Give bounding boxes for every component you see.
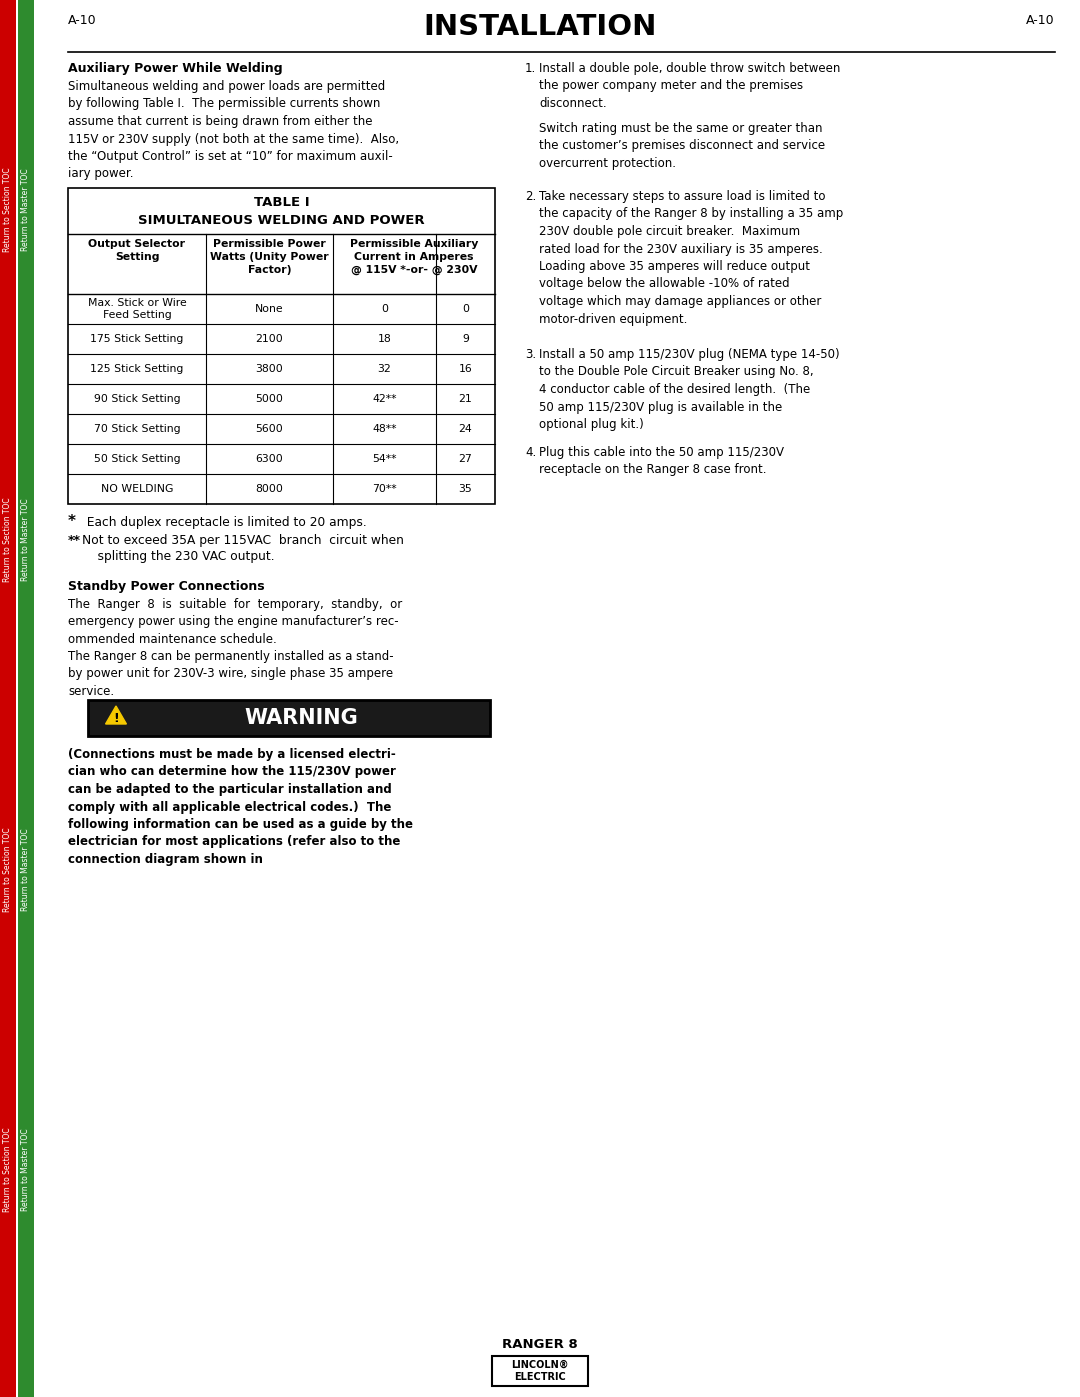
Text: Take necessary steps to assure load is limited to
the capacity of the Ranger 8 b: Take necessary steps to assure load is l… xyxy=(539,190,843,326)
Bar xyxy=(492,1356,588,1386)
Text: 16: 16 xyxy=(459,365,472,374)
Text: SIMULTANEOUS WELDING AND POWER: SIMULTANEOUS WELDING AND POWER xyxy=(138,214,424,226)
Text: 3800: 3800 xyxy=(256,365,283,374)
Text: 4.: 4. xyxy=(525,446,537,460)
Text: 70 Stick Setting: 70 Stick Setting xyxy=(94,425,180,434)
Text: 21: 21 xyxy=(459,394,472,404)
Text: 18: 18 xyxy=(378,334,391,344)
Text: None: None xyxy=(255,305,284,314)
Text: splitting the 230 VAC output.: splitting the 230 VAC output. xyxy=(82,550,274,563)
Text: 5000: 5000 xyxy=(256,394,283,404)
Text: Not to exceed 35A per 115VAC  branch  circuit when: Not to exceed 35A per 115VAC branch circ… xyxy=(82,534,404,548)
Text: (Connections must be made by a licensed electri-
cian who can determine how the : (Connections must be made by a licensed … xyxy=(68,747,413,866)
Text: Return to Master TOC: Return to Master TOC xyxy=(22,828,30,911)
Text: Standby Power Connections: Standby Power Connections xyxy=(68,580,265,592)
Text: Max. Stick or Wire
Feed Setting: Max. Stick or Wire Feed Setting xyxy=(87,298,187,320)
Text: Permissible Auxiliary
Current in Amperes
@ 115V *-or- @ 230V: Permissible Auxiliary Current in Amperes… xyxy=(350,239,478,275)
Text: Install a 50 amp 115/230V plug (NEMA type 14-50)
to the Double Pole Circuit Brea: Install a 50 amp 115/230V plug (NEMA typ… xyxy=(539,348,839,432)
Text: Return to Section TOC: Return to Section TOC xyxy=(3,168,13,253)
Text: 35: 35 xyxy=(459,483,472,495)
Text: 2.: 2. xyxy=(525,190,537,203)
Polygon shape xyxy=(106,705,126,724)
Text: 32: 32 xyxy=(378,365,391,374)
Text: 6300: 6300 xyxy=(256,454,283,464)
Text: Return to Master TOC: Return to Master TOC xyxy=(22,169,30,251)
Text: 27: 27 xyxy=(459,454,472,464)
Text: Output Selector
Setting: Output Selector Setting xyxy=(89,239,186,261)
Text: A-10: A-10 xyxy=(68,14,96,27)
Text: 0: 0 xyxy=(381,305,388,314)
Text: 42**: 42** xyxy=(373,394,396,404)
Text: Simultaneous welding and power loads are permitted
by following Table I.  The pe: Simultaneous welding and power loads are… xyxy=(68,80,400,180)
Text: Auxiliary Power While Welding: Auxiliary Power While Welding xyxy=(68,61,283,75)
Text: 125 Stick Setting: 125 Stick Setting xyxy=(91,365,184,374)
Text: **: ** xyxy=(68,534,81,548)
Text: Return to Section TOC: Return to Section TOC xyxy=(3,827,13,912)
Text: Return to Section TOC: Return to Section TOC xyxy=(3,1127,13,1213)
Text: INSTALLATION: INSTALLATION xyxy=(423,13,657,41)
Text: *: * xyxy=(68,514,76,529)
Text: Install a double pole, double throw switch between
the power company meter and t: Install a double pole, double throw swit… xyxy=(539,61,840,110)
Text: A-10: A-10 xyxy=(1026,14,1055,27)
Text: Switch rating must be the same or greater than
the customer’s premises disconnec: Switch rating must be the same or greate… xyxy=(539,122,825,170)
Bar xyxy=(68,189,495,504)
Text: 48**: 48** xyxy=(373,425,396,434)
Text: 9: 9 xyxy=(462,334,469,344)
Text: Return to Section TOC: Return to Section TOC xyxy=(3,497,13,583)
Text: NO WELDING: NO WELDING xyxy=(100,483,173,495)
Text: 8000: 8000 xyxy=(256,483,283,495)
Text: 54**: 54** xyxy=(373,454,396,464)
Text: TABLE I: TABLE I xyxy=(254,196,309,210)
Text: Permissible Power
Watts (Unity Power
Factor): Permissible Power Watts (Unity Power Fac… xyxy=(211,239,328,275)
Text: 1.: 1. xyxy=(525,61,537,75)
Text: LINCOLN®
ELECTRIC: LINCOLN® ELECTRIC xyxy=(511,1359,569,1382)
Text: 5600: 5600 xyxy=(256,425,283,434)
Text: 2100: 2100 xyxy=(256,334,283,344)
Text: !: ! xyxy=(113,712,119,725)
Bar xyxy=(87,700,490,736)
Text: Each duplex receptacle is limited to 20 amps.: Each duplex receptacle is limited to 20 … xyxy=(79,515,367,529)
Text: 0: 0 xyxy=(462,305,469,314)
Text: 24: 24 xyxy=(459,425,472,434)
Text: RANGER 8: RANGER 8 xyxy=(502,1338,578,1351)
Text: Return to Master TOC: Return to Master TOC xyxy=(22,499,30,581)
Text: 175 Stick Setting: 175 Stick Setting xyxy=(91,334,184,344)
Text: 50 Stick Setting: 50 Stick Setting xyxy=(94,454,180,464)
Text: WARNING: WARNING xyxy=(244,708,357,728)
Bar xyxy=(0,0,16,1397)
Text: 3.: 3. xyxy=(525,348,536,360)
Text: 90 Stick Setting: 90 Stick Setting xyxy=(94,394,180,404)
Text: Return to Master TOC: Return to Master TOC xyxy=(22,1129,30,1211)
Text: 70**: 70** xyxy=(373,483,396,495)
Bar xyxy=(18,0,33,1397)
Text: The Ranger 8 can be permanently installed as a stand-
by power unit for 230V-3 w: The Ranger 8 can be permanently installe… xyxy=(68,650,393,698)
Text: Plug this cable into the 50 amp 115/230V
receptacle on the Ranger 8 case front.: Plug this cable into the 50 amp 115/230V… xyxy=(539,446,784,476)
Text: The  Ranger  8  is  suitable  for  temporary,  standby,  or
emergency power usin: The Ranger 8 is suitable for temporary, … xyxy=(68,598,402,645)
